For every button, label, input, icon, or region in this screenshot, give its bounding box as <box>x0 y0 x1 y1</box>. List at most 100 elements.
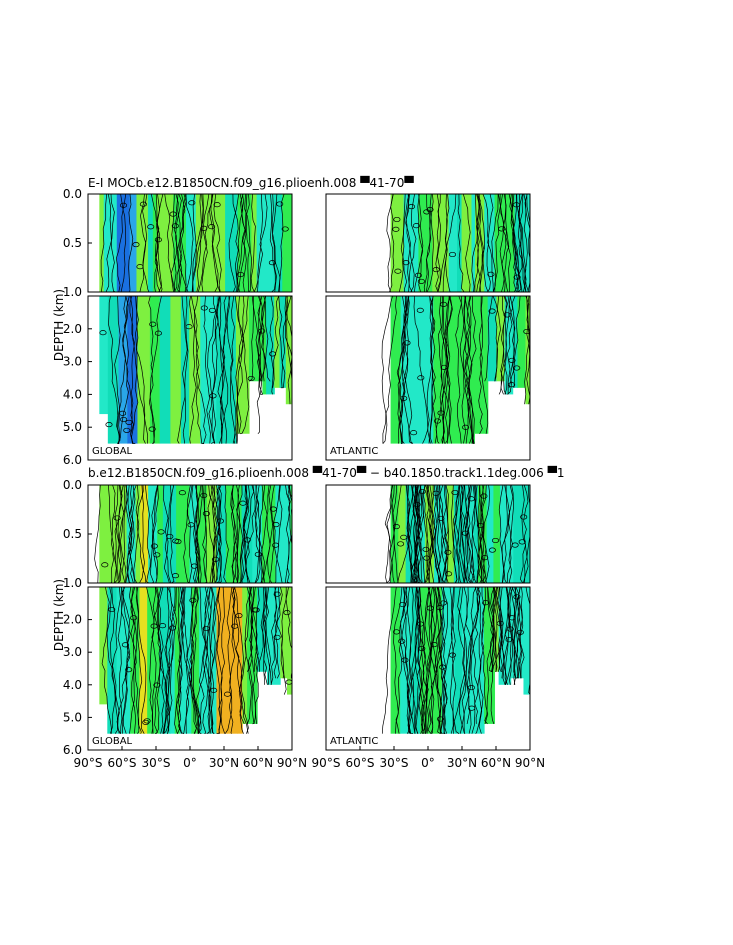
panel-1-lower-contour-0 <box>440 296 451 444</box>
panel-1-lower-marker-7 <box>437 410 445 416</box>
panel-2-upper-contour-44 <box>193 485 200 583</box>
panel-1-lower-marker-0 <box>400 395 408 401</box>
panel-2-lower-band-5 <box>139 587 148 734</box>
panel-0-lower-contour-23 <box>272 296 280 388</box>
panel-0-upper-contour-34 <box>107 194 116 292</box>
panel-3-lower-band-9 <box>484 587 496 724</box>
panel-1-upper-marker-0 <box>512 202 520 208</box>
panel-3-lower-marker-8 <box>482 600 490 606</box>
panel-0-upper-band-5 <box>136 194 149 292</box>
panel-2-lower-band-8 <box>159 587 171 734</box>
panel-3-upper-marker-5 <box>467 496 475 502</box>
panel-3-upper-contour-29 <box>480 485 486 583</box>
panel-3-lower-contour-16 <box>411 587 420 734</box>
panel-0-upper-band-16 <box>221 194 226 292</box>
panel-2-lower-marker-20 <box>231 623 239 629</box>
panel-1-lower-marker-14 <box>513 365 521 371</box>
panel-3-upper-band-16 <box>525 485 530 583</box>
panel-1-lower-contour-37 <box>508 296 521 388</box>
panel-2-upper-band-9 <box>176 485 191 583</box>
panel-1-upper-contour-43 <box>511 194 522 292</box>
panel-3-upper-marker-15 <box>422 546 430 552</box>
panel-1-lower-contour-9 <box>396 296 410 444</box>
panel-2-lower-contour-11 <box>146 587 155 734</box>
panel-0-lower-marker-13 <box>149 321 157 327</box>
panel-0-upper-contour-1 <box>175 194 183 292</box>
panel-1-lower-contour-23 <box>435 296 453 444</box>
panel-2-lower-contour-36 <box>180 587 198 734</box>
panel-3-lower-band-6 <box>454 587 463 734</box>
panel-2-lower-marker-0 <box>108 606 116 613</box>
panel-3-upper-contour-1 <box>498 485 505 583</box>
panel-2-upper-contour-53 <box>210 485 220 583</box>
panel-1-upper-contour-34 <box>437 194 457 292</box>
panel-0-lower-contour-21 <box>249 296 254 382</box>
panel-2-lower-contour-17 <box>226 587 234 734</box>
panel-1-upper-field <box>386 194 530 292</box>
panel-2-upper-contour-0 <box>262 485 271 583</box>
panel-3-xtick-6: 90°N <box>515 756 545 770</box>
panel-3-upper-marker-21 <box>397 541 405 547</box>
panel-0-ytick-upper-1: 0.5 <box>63 236 82 250</box>
panel-1-upper-marker-5 <box>414 272 422 278</box>
panel-3-lower-contour-64 <box>499 587 506 685</box>
panel-1-upper-contour-30 <box>509 194 519 292</box>
panel-3-upper-contour-63 <box>467 485 473 583</box>
panel-0-lower-marker-8 <box>209 393 217 399</box>
panel-2-lower-contour-16 <box>129 587 137 734</box>
panel-0-lower-contour-7 <box>190 296 207 444</box>
panel-2-upper-contour-35 <box>236 485 244 583</box>
panel-0-upper-marker-11 <box>268 260 276 266</box>
panel-0-upper-marker-0 <box>188 200 196 206</box>
panel-1-upper-contour-32 <box>386 194 394 292</box>
panel-2-upper-contour-45 <box>231 485 240 583</box>
panel-2-lower-band-2 <box>116 587 127 734</box>
panel-2-lower-contour-54 <box>255 587 260 672</box>
panel-1-lower <box>325 295 531 461</box>
panel-2-lower-contour-4 <box>270 587 277 685</box>
panel-0-upper-contour-22 <box>271 194 278 292</box>
panel-2-upper-contour-14 <box>192 485 203 583</box>
panel-3-lower-contour-33 <box>381 587 397 734</box>
panel-1-lower-band-4 <box>433 296 438 444</box>
panel-0-upper-contour-6 <box>120 194 127 292</box>
panel-0-lower-band-5 <box>149 296 161 444</box>
panel-2-upper-contour-20 <box>94 485 101 583</box>
panel-0-ytick-lower-4: 6.0 <box>63 453 82 467</box>
panel-0-upper-contour-28 <box>279 194 285 292</box>
panel-2-upper-contour-24 <box>120 485 127 583</box>
panel-2-upper-contour-12 <box>127 485 136 583</box>
panel-2-lower-contour-22 <box>215 587 222 735</box>
panel-2-upper-contour-52 <box>207 485 215 583</box>
panel-1-lower-contour-42 <box>455 296 463 444</box>
panel-3-upper-contour-40 <box>412 485 421 583</box>
panel-2-xtick-1: 60°S <box>108 756 137 770</box>
panel-0-upper-contour-0 <box>192 194 204 292</box>
panel-0-lower-band-8 <box>180 296 190 444</box>
panel-2-upper-contour-34 <box>110 485 117 583</box>
panel-1-upper-contour-11 <box>398 194 406 292</box>
panel-2-upper-band-6 <box>148 485 158 583</box>
panel-0-lower-band-16 <box>262 296 267 395</box>
panel-1-lower-band-11 <box>496 296 506 382</box>
panel-1-upper-marker-1 <box>498 226 506 232</box>
panel-2-lower-band-9 <box>170 587 176 734</box>
panel-0-upper-contour-15 <box>174 194 182 292</box>
panel-3-upper-marker-6 <box>418 488 426 495</box>
panel-0-upper-contour-5 <box>115 194 127 292</box>
panel-2-lower-band-23 <box>280 587 288 679</box>
panel-0-lower-contour-43 <box>278 296 283 388</box>
panel-1-upper-band-16 <box>525 194 530 292</box>
panel-1-lower-marker-6 <box>488 308 496 314</box>
panel-3-upper-band-12 <box>486 485 495 583</box>
panel-2-upper-contour-67 <box>214 485 222 583</box>
panel-1-lower-contour-29 <box>441 296 447 444</box>
panel-2-xtick-5: 60°N <box>243 756 273 770</box>
panel-3-lower-contour-1 <box>415 587 431 734</box>
panel-3-lower-band-5 <box>441 587 456 734</box>
panel-2-upper-contour-25 <box>195 485 201 583</box>
panel-0-lower-marker-6 <box>105 422 113 428</box>
panel-1-upper-marker-4 <box>448 251 457 258</box>
panel-2-upper-marker-10 <box>269 506 277 512</box>
panel-2-lower-contour-47 <box>154 587 164 735</box>
